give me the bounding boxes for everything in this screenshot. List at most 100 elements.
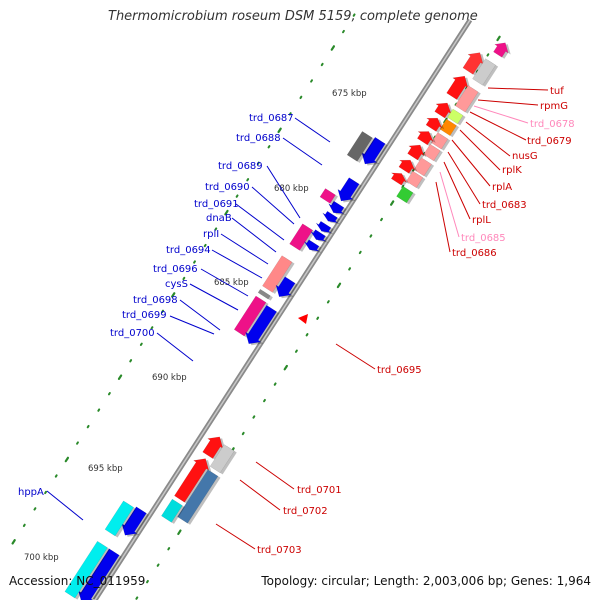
tick-mark — [129, 359, 133, 363]
label-trd-0701[interactable]: trd_0701 — [297, 485, 342, 496]
gene-tail-cyan[interactable] — [64, 540, 110, 600]
tick-mark — [246, 178, 250, 182]
gene-trd-0688[interactable] — [346, 131, 375, 163]
gene-tail-blue[interactable] — [78, 548, 122, 600]
gene-trd-0701[interactable] — [202, 436, 226, 461]
tick-mark — [342, 29, 345, 34]
gene-trd-0694[interactable] — [289, 223, 316, 252]
label-trd-0694[interactable]: trd_0694 — [166, 245, 211, 256]
label-rplA[interactable]: rplA — [492, 182, 512, 193]
gene-rplL[interactable] — [390, 172, 410, 187]
gene-dnaB-body — [322, 210, 338, 223]
gene-tuf[interactable] — [446, 75, 471, 102]
connector-line-right — [473, 105, 529, 124]
label-rplI[interactable]: rplI — [203, 229, 219, 240]
gene-rplA-light[interactable] — [413, 157, 435, 178]
tick-mark — [235, 194, 239, 198]
gene-trd-0689[interactable] — [319, 188, 338, 205]
gene-trd-0687-body — [361, 136, 386, 165]
label-nusG[interactable]: nusG — [512, 151, 538, 162]
gene-trd-0701-grey-body — [209, 444, 235, 474]
tick-mark — [177, 529, 182, 536]
tick-mark — [214, 227, 218, 231]
gene-trd-0703[interactable] — [161, 498, 185, 524]
tick-mark — [182, 276, 186, 281]
label-hppA[interactable]: hppA — [18, 487, 44, 498]
gene-trd-0701-grey[interactable] — [209, 444, 237, 475]
gene-hppA-blue[interactable] — [121, 506, 149, 537]
connector-line-right — [477, 99, 539, 106]
label-trd-0679[interactable]: trd_0679 — [527, 136, 572, 147]
gene-cysS[interactable] — [262, 255, 295, 294]
gene-rplK-light[interactable] — [423, 143, 443, 163]
label-rplL[interactable]: rplL — [472, 215, 491, 226]
label-rplK[interactable]: rplK — [502, 165, 522, 176]
gene-rplI[interactable] — [315, 220, 334, 235]
gene-trd-0702-blue[interactable] — [177, 469, 221, 525]
label-trd-0683[interactable]: trd_0683 — [482, 200, 527, 211]
gene-trd-0696[interactable] — [304, 239, 322, 253]
gene-trd-0695[interactable] — [298, 314, 308, 324]
label-dnaB[interactable]: dnaB — [206, 213, 232, 224]
gene-rplA[interactable] — [407, 144, 427, 162]
gene-grey-1[interactable] — [472, 58, 499, 87]
label-trd-0686[interactable]: trd_0686 — [452, 248, 497, 259]
gene-trd-0698[interactable] — [275, 276, 298, 299]
label-trd-0699[interactable]: trd_0699 — [122, 310, 167, 321]
label-trd-0687[interactable]: trd_0687 — [249, 113, 294, 124]
gene-nusG[interactable] — [425, 117, 445, 133]
gene-trd-0700[interactable] — [233, 295, 269, 338]
connector-line-right — [447, 151, 481, 205]
label-trd-0691[interactable]: trd_0691 — [194, 199, 239, 210]
kbp-label-700: 700 kbp — [24, 553, 59, 563]
tick-mark — [263, 398, 266, 403]
label-trd-0702[interactable]: trd_0702 — [283, 506, 328, 517]
connector-line-left — [282, 137, 323, 166]
gene-trd-0691[interactable] — [327, 200, 347, 215]
gene-trd-0687[interactable] — [361, 136, 388, 166]
label-trd-0689[interactable]: trd_0689 — [218, 161, 263, 172]
label-tuf[interactable]: tuf — [550, 86, 564, 97]
gene-pink-top[interactable] — [493, 42, 511, 59]
connector-line-right — [255, 461, 295, 490]
gene-hppA-blue-body — [121, 506, 147, 536]
gene-rplK[interactable] — [416, 131, 436, 147]
label-trd-0703[interactable]: trd_0703 — [257, 545, 302, 556]
gene-trd-0683-light[interactable] — [405, 170, 426, 190]
gene-tail-cyan-body — [64, 540, 108, 599]
gene-nusG-light[interactable] — [430, 132, 451, 151]
gene-dnaB[interactable] — [322, 210, 341, 225]
tick-mark — [252, 415, 256, 419]
label-trd-0698[interactable]: trd_0698 — [133, 295, 178, 306]
label-trd-0690[interactable]: trd_0690 — [205, 182, 250, 193]
connector-line-left — [266, 165, 301, 219]
label-cysS[interactable]: cysS — [165, 279, 188, 290]
tick-mark — [380, 217, 383, 222]
connector-line-left — [189, 283, 239, 311]
gene-trd-0678[interactable] — [447, 108, 466, 126]
label-trd-0685[interactable]: trd_0685 — [461, 233, 506, 244]
tick-mark — [348, 267, 352, 271]
label-trd-0695[interactable]: trd_0695 — [377, 365, 422, 376]
gene-trd-0702[interactable] — [174, 458, 212, 504]
gene-hppA[interactable] — [104, 500, 137, 538]
gene-trd-0699[interactable] — [257, 288, 273, 301]
label-trd-0696[interactable]: trd_0696 — [153, 264, 198, 275]
label-trd-0700[interactable]: trd_0700 — [110, 328, 155, 339]
gene-tuf-light[interactable] — [454, 85, 481, 114]
connector-line-left — [220, 233, 269, 265]
label-rpmG[interactable]: rpmG — [540, 101, 568, 112]
connector-line-left — [156, 332, 194, 362]
label-trd-0678[interactable]: trd_0678 — [530, 119, 575, 130]
gene-red-1[interactable] — [462, 52, 486, 76]
label-trd-0688[interactable]: trd_0688 — [236, 133, 281, 144]
gene-red-1-body — [462, 52, 484, 75]
gene-trd-0700b[interactable] — [245, 304, 280, 346]
gene-trd-0679[interactable] — [439, 118, 460, 138]
gene-trd-0694b[interactable] — [310, 229, 329, 243]
gene-features — [64, 42, 511, 600]
gene-trd-0690-body — [337, 177, 360, 202]
gene-trd-0690[interactable] — [337, 177, 362, 203]
gene-trd-0685[interactable] — [396, 185, 416, 205]
gene-grey-1-body — [472, 58, 496, 86]
